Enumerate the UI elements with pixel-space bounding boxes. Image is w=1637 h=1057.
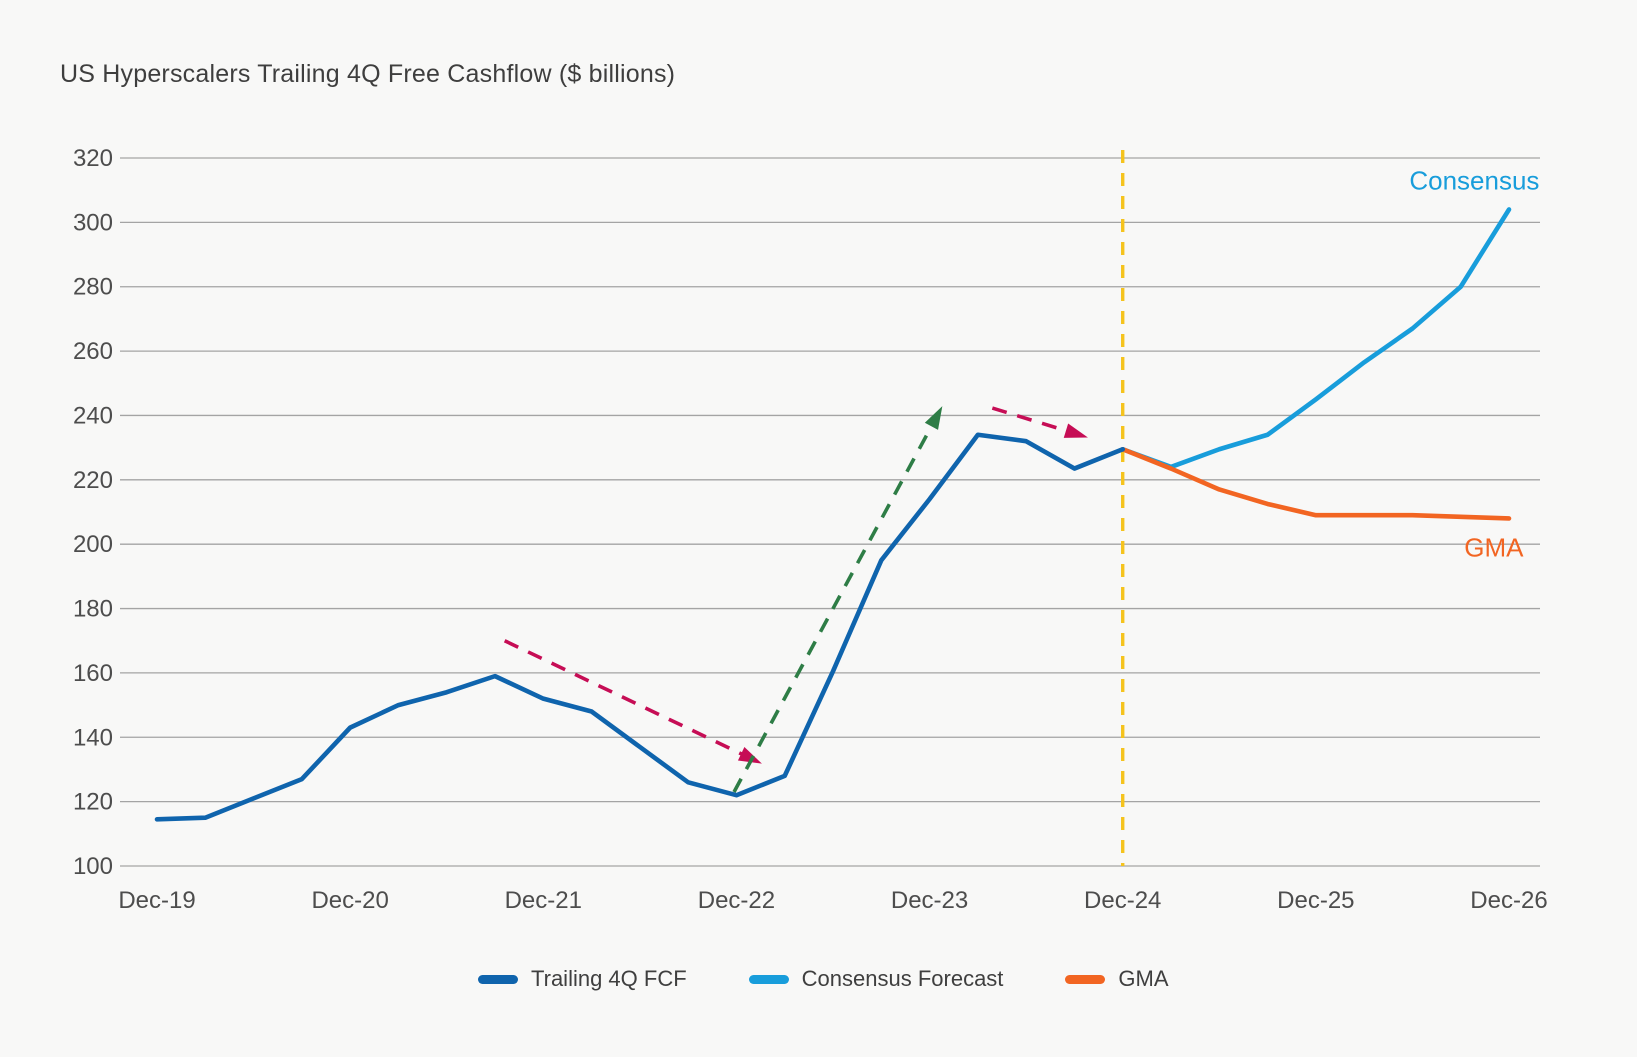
consensus-line-label: Consensus xyxy=(1409,166,1539,196)
y-tick-label: 100 xyxy=(73,853,113,880)
series-line-trailing-4q-fcf xyxy=(154,432,1126,822)
legend-item-gma: GMA xyxy=(1065,966,1169,992)
legend-swatch-consensus-forecast xyxy=(748,974,789,984)
y-tick-label: 140 xyxy=(73,724,113,751)
legend-label-gma: GMA xyxy=(1118,966,1169,991)
legend-item-consensus-forecast: Consensus Forecast xyxy=(748,966,1004,992)
y-tick-label: 200 xyxy=(73,531,113,558)
legend-swatch-trailing-4q-fcf xyxy=(478,974,518,984)
x-tick-label: Dec-25 xyxy=(1277,887,1354,914)
x-tick-label: Dec-24 xyxy=(1084,887,1161,914)
y-tick-label: 300 xyxy=(73,209,113,236)
y-tick-label: 180 xyxy=(73,596,113,623)
trend-arrow xyxy=(732,406,944,793)
y-tick-label: 160 xyxy=(73,660,113,687)
legend-item-trailing-4q-fcf: Trailing 4Q FCF xyxy=(478,966,687,992)
series-line-consensus-forecast xyxy=(1120,207,1512,470)
y-tick-label: 240 xyxy=(73,402,113,429)
y-tick-label: 280 xyxy=(73,274,113,301)
legend: Trailing 4Q FCF Consensus Forecast GMA xyxy=(478,966,1169,992)
y-tick-label: 220 xyxy=(73,467,113,494)
y-tick-label: 260 xyxy=(73,338,113,365)
x-tick-label: Dec-19 xyxy=(118,887,195,914)
x-tick-label: Dec-21 xyxy=(505,887,582,914)
gma-line-label: GMA xyxy=(1464,532,1524,562)
x-tick-label: Dec-23 xyxy=(891,887,968,914)
x-tick-label: Dec-26 xyxy=(1470,887,1547,914)
legend-label-consensus-forecast: Consensus Forecast xyxy=(801,966,1004,991)
y-tick-label: 320 xyxy=(73,145,113,172)
y-tick-label: 120 xyxy=(73,789,113,816)
legend-swatch-gma xyxy=(1065,974,1106,984)
legend-label-trailing-4q-fcf: Trailing 4Q FCF xyxy=(531,966,687,991)
trend-arrow xyxy=(991,406,1088,439)
x-tick-label: Dec-20 xyxy=(311,887,388,914)
chart-title: US Hyperscalers Trailing 4Q Free Cashflo… xyxy=(60,60,676,88)
trend-arrow xyxy=(503,639,762,765)
series-line-gma xyxy=(1120,446,1512,521)
x-tick-label: Dec-22 xyxy=(698,887,775,914)
